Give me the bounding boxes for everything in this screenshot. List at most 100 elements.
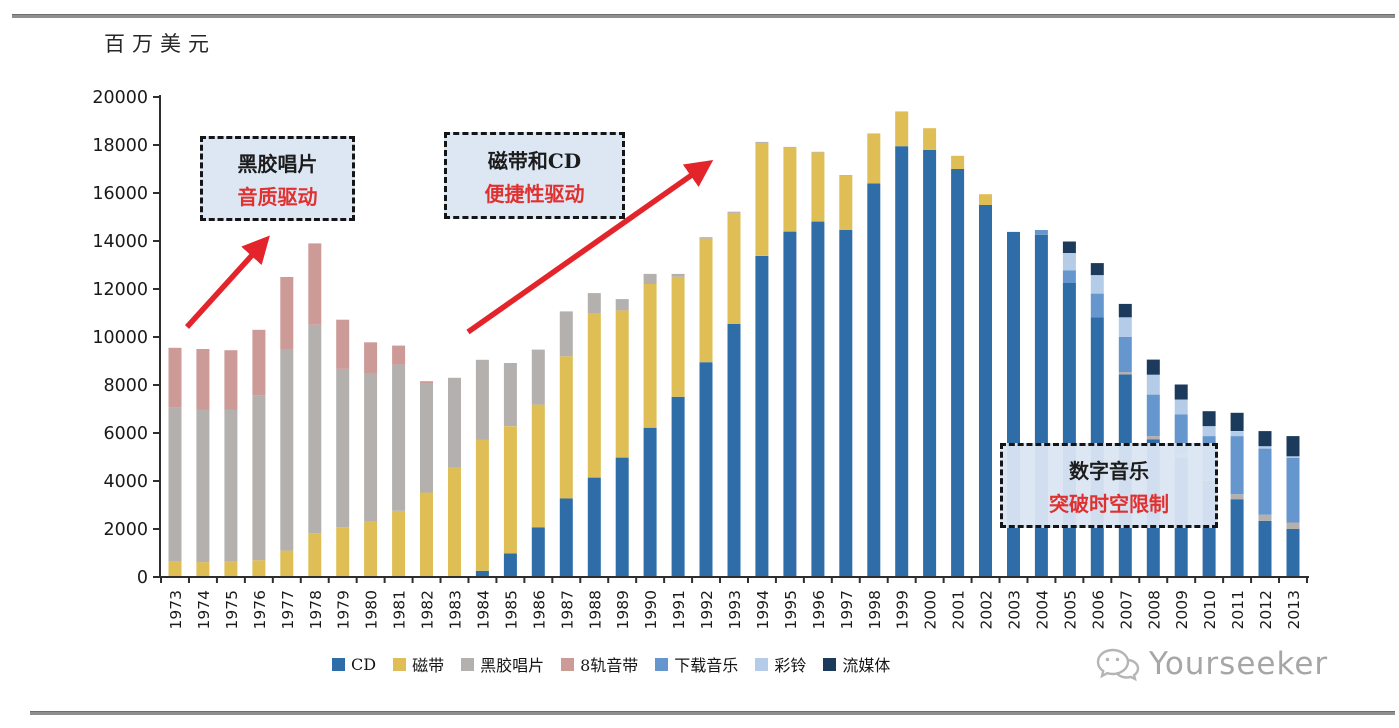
x-axis-year-label: 1983 [447, 590, 465, 629]
bar-segment-彩铃 [1286, 456, 1300, 458]
bar-segment-磁带 [867, 134, 881, 184]
bar-segment-CD [867, 183, 881, 577]
bar-segment-黑胶唱片 [1286, 522, 1300, 529]
bar-segment-黑胶唱片 [364, 373, 378, 522]
x-axis-year-label: 1997 [838, 590, 856, 629]
bar-segment-彩铃 [1090, 275, 1104, 294]
bar-segment-8轨音带 [420, 381, 433, 384]
bar-segment-8轨音带 [308, 243, 322, 325]
y-axis-tick-label: 16000 [92, 184, 148, 204]
legend-swatch [393, 657, 407, 671]
x-axis-year-label: 1993 [726, 590, 744, 629]
bar-segment-磁带 [951, 155, 965, 169]
bar-segment-流媒体 [1062, 241, 1076, 253]
bar-segment-CD [671, 396, 685, 577]
callout-digital: 数字音乐 突破时空限制 [1000, 443, 1218, 528]
bar-segment-黑胶唱片 [168, 407, 182, 562]
x-axis-year-label: 1980 [363, 590, 381, 629]
bar-segment-流媒体 [1202, 411, 1216, 427]
top-divider [12, 14, 1395, 18]
x-axis-year-label: 2000 [922, 590, 940, 629]
bar-segment-磁带 [224, 561, 238, 577]
bar-segment-下载音乐 [1230, 436, 1244, 495]
legend-swatch [823, 657, 837, 671]
bar-segment-CD [979, 205, 992, 577]
chart-area: 0 2000 4000 6000 8000 10000 12000 14000 16000 180… [92, 88, 1309, 629]
bar-segment-8轨音带 [252, 329, 266, 396]
bar-segment-黑胶唱片 [336, 368, 350, 528]
bar-segment-8轨音带 [196, 349, 210, 410]
callout-vinyl-subtitle: 音质驱动 [237, 184, 318, 209]
x-axis-year-label: 1999 [894, 590, 912, 629]
bar-segment-CD [615, 457, 629, 577]
x-axis-year-label: 1982 [419, 590, 437, 629]
bar-segment-磁带 [168, 561, 182, 577]
bar-segment-CD [1062, 283, 1076, 577]
bar-segment-磁带 [615, 310, 629, 458]
bar-segment-磁带 [475, 439, 489, 571]
bar-segment-流媒体 [1258, 431, 1272, 447]
bar-segment-黑胶唱片 [615, 299, 629, 311]
bar-segment-磁带 [811, 152, 825, 222]
chart-legend: CD 磁带 黑胶唱片 8轨音带 下载音乐 彩铃 流媒体 [332, 652, 890, 676]
y-axis-tick-label: 6000 [103, 424, 148, 444]
axes-group: 0 2000 4000 6000 8000 10000 12000 14000 16000 180… [92, 88, 1309, 629]
x-axis-year-label: 1992 [698, 590, 716, 629]
bar-segment-下载音乐 [1034, 230, 1048, 235]
legend-swatch [755, 657, 769, 671]
x-axis-year-label: 1974 [195, 590, 213, 629]
x-axis-year-label: 2010 [1201, 590, 1219, 629]
bar-segment-彩铃 [1258, 446, 1272, 449]
bar-segment-黑胶唱片 [503, 363, 517, 427]
x-axis-year-label: 1979 [335, 590, 353, 629]
legend-swatch [655, 657, 669, 671]
bar-segment-磁带 [420, 492, 433, 577]
bar-segment-磁带 [979, 194, 992, 205]
wechat-icon [1096, 648, 1140, 682]
x-axis-year-label: 2002 [978, 590, 996, 629]
legend-label: 磁带 [412, 656, 445, 675]
bar-segment-磁带 [587, 313, 601, 478]
x-axis-year-label: 2005 [1061, 590, 1079, 629]
bar-segment-黑胶唱片 [308, 324, 322, 534]
bar-segment-磁带 [671, 276, 685, 397]
bar-segment-黑胶唱片 [448, 377, 461, 468]
bar-segment-CD [951, 169, 965, 577]
bar-segment-CD [643, 427, 657, 577]
legend-item-磁带: 磁带 [393, 652, 444, 676]
bar-segment-CD [727, 323, 741, 577]
bar-segment-黑胶唱片 [1118, 372, 1132, 375]
callout-tape-cd: 磁带和CD 便捷性驱动 [444, 132, 625, 219]
legend-label: CD [351, 654, 377, 674]
trend-arrow-vinyl-era [184, 235, 270, 329]
legend-swatch [332, 657, 345, 671]
x-axis-year-label: 2004 [1033, 590, 1051, 629]
bar-segment-磁带 [755, 142, 769, 256]
bar-segment-CD [783, 231, 797, 577]
bar-segment-黑胶唱片 [587, 293, 601, 314]
bar-segment-磁带 [448, 467, 461, 577]
bar-segment-黑胶唱片 [392, 364, 406, 511]
callout-digital-subtitle: 突破时空限制 [1049, 491, 1169, 516]
x-axis-year-label: 1973 [167, 590, 185, 629]
bar-segment-8轨音带 [224, 350, 238, 410]
bar-segment-磁带 [196, 562, 210, 577]
bar-segment-磁带 [895, 111, 909, 147]
callout-vinyl: 黑胶唱片 音质驱动 [200, 136, 355, 221]
legend-label: 彩铃 [774, 656, 807, 675]
x-axis-year-label: 1995 [782, 590, 800, 629]
bar-segment-黑胶唱片 [280, 349, 294, 551]
bar-segment-流媒体 [1174, 384, 1188, 400]
bar-segment-黑胶唱片 [196, 409, 210, 563]
bar-segment-黑胶唱片 [559, 311, 573, 357]
bar-segment-磁带 [308, 533, 322, 577]
legend-item-8轨音带: 8轨音带 [561, 652, 638, 676]
bottom-divider [30, 711, 1395, 715]
x-axis-year-label: 2009 [1173, 590, 1191, 629]
x-axis-year-label: 1977 [279, 590, 297, 629]
x-axis-year-label: 1976 [251, 590, 269, 629]
bar-segment-CD [1258, 520, 1272, 577]
watermark-text: Yourseeker [1149, 646, 1329, 682]
bar-segment-磁带 [364, 521, 378, 577]
bar-segment-下载音乐 [1286, 457, 1300, 523]
